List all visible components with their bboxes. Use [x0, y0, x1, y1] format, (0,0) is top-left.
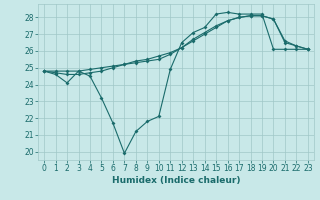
X-axis label: Humidex (Indice chaleur): Humidex (Indice chaleur) — [112, 176, 240, 185]
